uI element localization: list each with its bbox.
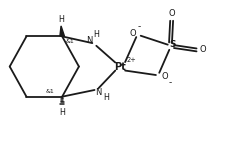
Text: H: H	[58, 15, 64, 24]
Text: N: N	[86, 36, 93, 45]
Text: Pt: Pt	[114, 61, 126, 72]
Text: S: S	[169, 40, 175, 49]
Text: O: O	[130, 29, 136, 37]
Text: -: -	[138, 22, 141, 31]
Text: H: H	[59, 108, 65, 117]
Text: 2+: 2+	[126, 57, 136, 63]
Text: &1: &1	[46, 89, 54, 94]
Text: O: O	[161, 72, 168, 81]
Text: H: H	[93, 30, 99, 39]
Text: H: H	[103, 93, 109, 102]
Text: O: O	[168, 9, 175, 18]
Text: N: N	[95, 88, 102, 97]
Text: O: O	[199, 45, 206, 54]
Text: -: -	[168, 78, 171, 87]
Text: &1: &1	[66, 39, 74, 44]
Polygon shape	[60, 26, 64, 36]
